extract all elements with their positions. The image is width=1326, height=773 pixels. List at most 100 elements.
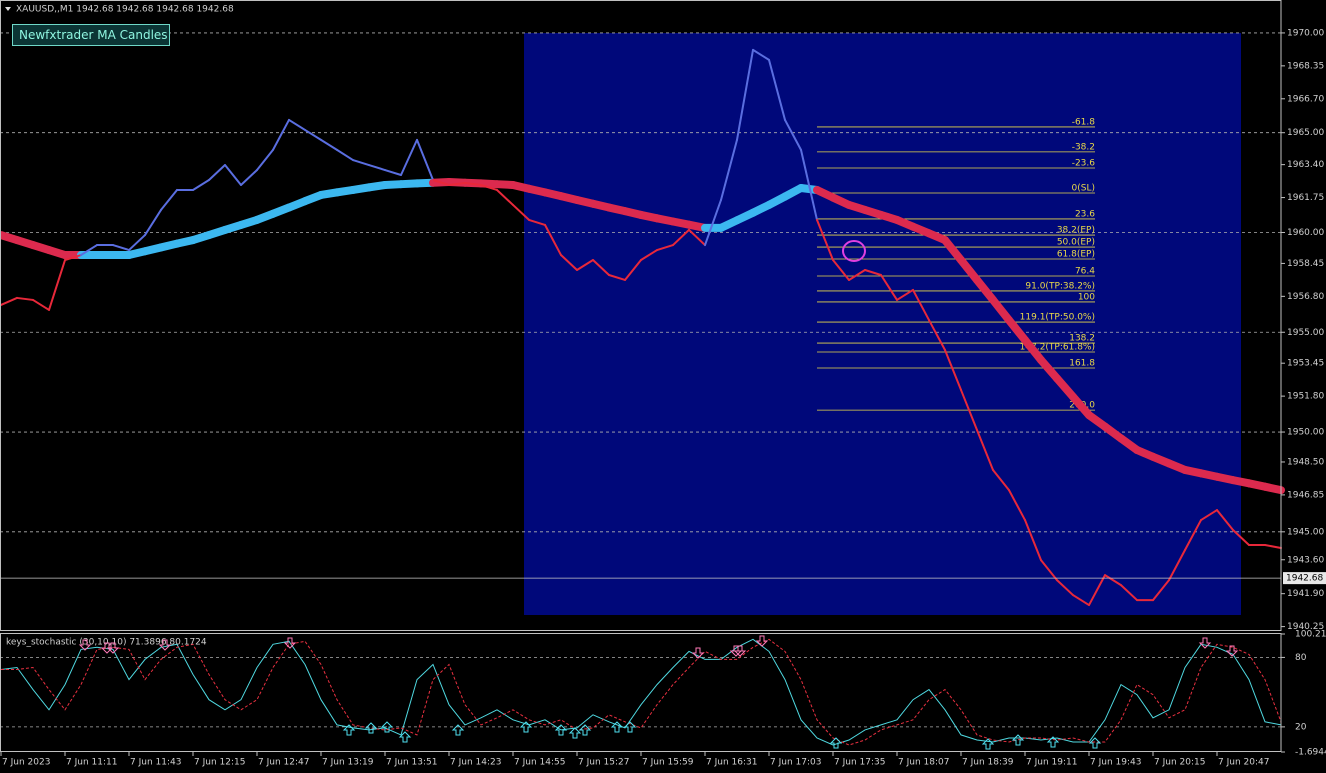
- y-tick-label: 1961.75: [1287, 193, 1324, 203]
- price-segment: [592, 259, 610, 276]
- price-segment: [0, 296, 18, 306]
- price-segment: [1088, 574, 1106, 607]
- buy-arrow: [342, 724, 356, 736]
- ma-band-segment: [1069, 392, 1093, 420]
- button-box[interactable]: [12, 24, 170, 46]
- x-tick-label: 7 Jun 14:55: [514, 758, 565, 768]
- stochastic-y-tick-label: 20: [1295, 722, 1307, 732]
- stochastic-y-tick-label: -1.6944: [1295, 748, 1326, 758]
- fib-level-label: 138.2: [1069, 334, 1095, 344]
- buy-arrow: [380, 721, 394, 733]
- fib-level-label: 119.1(TP:50.0%): [1020, 313, 1095, 323]
- x-tick-label: 7 Jun 17:35: [834, 758, 885, 768]
- fib-level-label: -23.6: [1072, 159, 1096, 169]
- price-segment: [352, 159, 370, 167]
- ma-band-segment: [1261, 482, 1285, 495]
- price-segment: [800, 148, 818, 221]
- price-segment: [336, 148, 354, 162]
- x-tick-label: 7 Jun 12:47: [258, 758, 309, 768]
- price-segment: [704, 198, 722, 247]
- stochastic-line: [0, 638, 1282, 746]
- highlight-rectangle: [524, 33, 1241, 615]
- sell-arrow: [691, 647, 705, 659]
- buy-arrow: [398, 731, 412, 743]
- y-tick-label: 1958.45: [1287, 259, 1324, 269]
- x-tick-label: 7 Jun 15:27: [578, 758, 629, 768]
- x-tick-label: 7 Jun 11:43: [130, 758, 181, 768]
- x-tick-label: 7 Jun 15:59: [642, 758, 694, 768]
- price-segment: [304, 128, 322, 141]
- price-segment: [512, 203, 530, 221]
- price-segment: [240, 169, 258, 186]
- price-segment: [864, 269, 882, 276]
- price-segment: [944, 349, 962, 391]
- price-segment: [144, 208, 162, 237]
- price-segment: [208, 164, 226, 181]
- sell-arrow: [1198, 637, 1212, 649]
- price-segment: [1216, 509, 1234, 532]
- price-segment: [1120, 584, 1138, 602]
- price-segment: [368, 164, 386, 172]
- indicator-button[interactable]: Newfxtrader MA Candles: [12, 24, 170, 46]
- stochastic-y-tick-label: 80: [1295, 653, 1307, 663]
- x-tick-label: 7 Jun 14:23: [450, 758, 501, 768]
- fib-level-label: -38.2: [1072, 142, 1095, 152]
- sell-arrow: [755, 635, 769, 647]
- sell-arrow: [78, 639, 92, 651]
- price-segment: [560, 254, 578, 271]
- sell-arrow: [158, 639, 172, 651]
- price-segment: [1040, 559, 1058, 582]
- sell-arrow: [100, 642, 114, 654]
- price-segment: [784, 118, 802, 151]
- chart-title: XAUUSD,,M1 1942.68 1942.68 1942.68 1942.…: [16, 5, 234, 15]
- price-segment: [656, 244, 674, 252]
- price-segment: [416, 138, 434, 181]
- stochastic-y-tick-label: 100.2189: [1295, 630, 1326, 640]
- y-tick-label: 1941.90: [1287, 589, 1324, 599]
- x-tick-label: 7 Jun 20:47: [1218, 758, 1269, 768]
- price-segment: [1168, 548, 1186, 582]
- marker-circle: [842, 240, 866, 262]
- y-tick-label: 1960.00: [1287, 228, 1324, 238]
- price-segment: [32, 298, 50, 311]
- price-segment: [1104, 574, 1122, 587]
- button-label[interactable]: Newfxtrader MA Candles: [19, 28, 168, 42]
- y-tick-label: 1943.60: [1287, 555, 1324, 565]
- ma-band-segment: [1037, 356, 1061, 383]
- x-tick-label: 7 Jun 13:19: [322, 758, 374, 768]
- x-tick-label: 7 Jun 2023: [2, 758, 50, 768]
- fib-level-label: 61.8(EP): [1057, 250, 1095, 260]
- price-segment: [928, 319, 946, 352]
- buy-arrow: [1046, 736, 1060, 748]
- price-segment: [112, 244, 130, 252]
- price-segment: [576, 259, 594, 271]
- price-segment: [848, 269, 866, 281]
- ma-band-segment: [973, 275, 997, 304]
- price-segment: [912, 288, 930, 322]
- price-segment: [528, 218, 546, 226]
- price-segment: [192, 179, 210, 191]
- fib-level-label: 38.2(EP): [1057, 226, 1095, 236]
- y-tick-label: 1945.00: [1287, 527, 1324, 537]
- buy-arrow: [578, 724, 592, 736]
- y-tick-label: 1953.45: [1287, 359, 1324, 369]
- sell-arrow: [1225, 645, 1239, 657]
- price-segment: [672, 228, 690, 247]
- price-segment: [128, 234, 146, 252]
- price-segment: [1264, 543, 1282, 549]
- price-segment: [320, 138, 338, 151]
- price-segment: [624, 259, 642, 281]
- y-tick-label: 1968.35: [1287, 61, 1324, 71]
- x-tick-label: 7 Jun 19:43: [1090, 758, 1141, 768]
- symbol-menu-icon[interactable]: [5, 7, 11, 11]
- sell-arrow: [283, 637, 297, 649]
- price-segment: [832, 259, 850, 281]
- x-tick-label: 7 Jun 12:15: [194, 758, 245, 768]
- sell-arrow: [106, 642, 120, 654]
- buy-arrow: [1011, 734, 1025, 746]
- buy-arrow: [554, 724, 568, 736]
- price-segment: [496, 188, 514, 206]
- stochastic-line: [1, 638, 1282, 746]
- y-tick-label: 1965.00: [1287, 128, 1324, 138]
